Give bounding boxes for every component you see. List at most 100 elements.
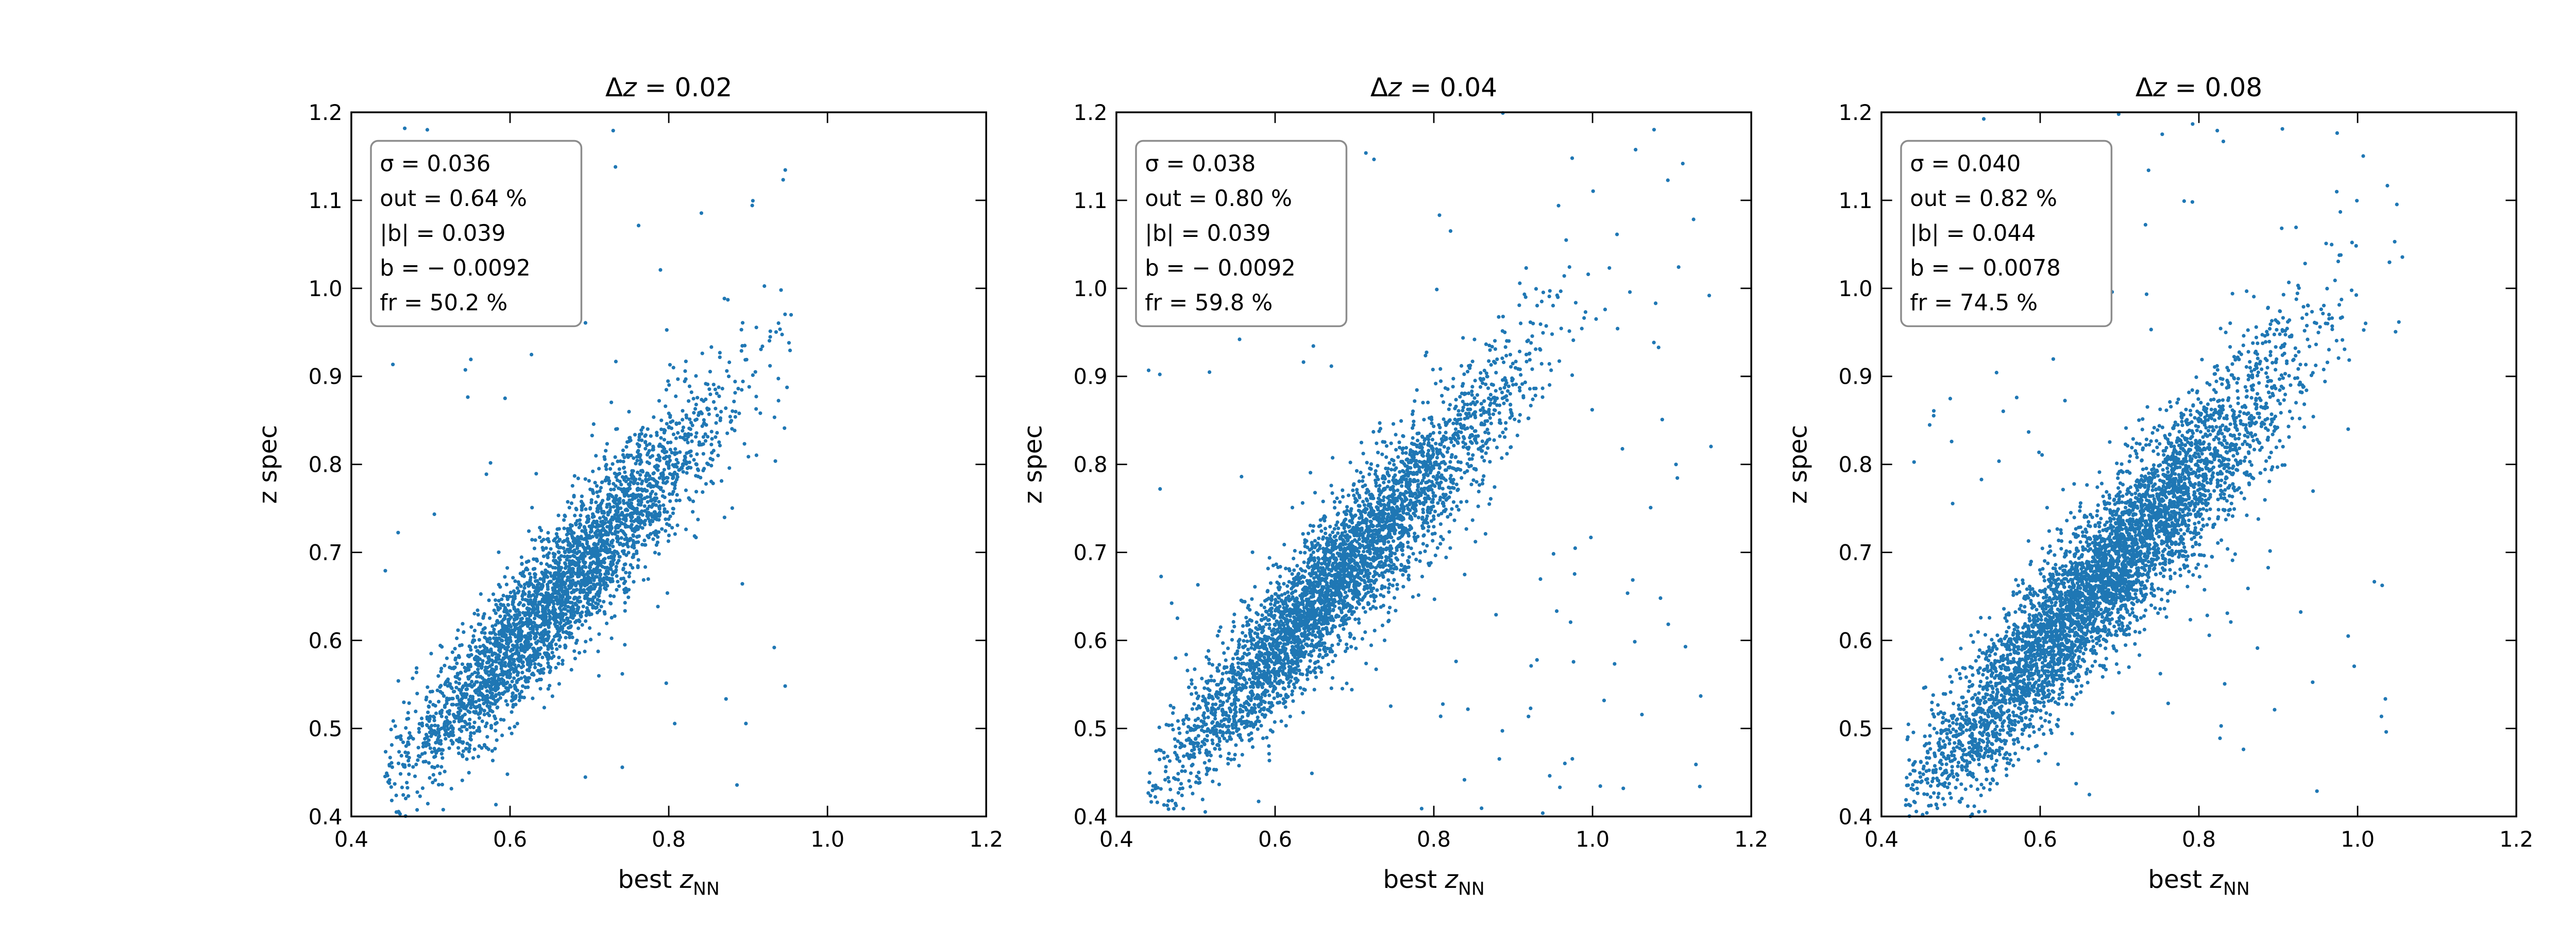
data-point	[407, 763, 411, 767]
data-point	[636, 540, 640, 544]
data-point	[517, 589, 521, 593]
data-point	[432, 718, 436, 723]
data-point	[426, 801, 430, 806]
title-value: = 0.02	[637, 72, 733, 102]
data-point	[453, 647, 457, 651]
data-point	[690, 439, 694, 443]
data-point	[494, 729, 498, 733]
data-point	[416, 746, 420, 750]
data-point	[638, 495, 642, 499]
data-point	[538, 632, 542, 637]
data-point	[557, 638, 561, 642]
data-point	[1180, 793, 1184, 798]
data-point	[677, 499, 682, 503]
data-point	[489, 726, 494, 730]
data-point	[655, 433, 659, 437]
data-point	[597, 582, 601, 586]
data-point	[436, 731, 441, 735]
data-point	[556, 550, 561, 554]
data-point	[1378, 484, 1382, 488]
data-point	[561, 662, 565, 666]
data-point	[701, 452, 705, 456]
data-point	[1267, 744, 1271, 748]
data-point	[453, 675, 457, 679]
data-point	[425, 128, 430, 132]
data-point	[529, 662, 533, 666]
data-point	[455, 738, 459, 742]
data-point	[1195, 775, 1199, 779]
data-point	[735, 783, 739, 787]
data-point	[484, 671, 488, 675]
data-point	[665, 510, 669, 514]
data-point	[548, 617, 552, 622]
data-point	[662, 503, 666, 507]
data-point	[472, 628, 477, 632]
data-point	[707, 412, 711, 416]
data-point	[719, 409, 723, 414]
data-point	[555, 543, 560, 547]
data-point	[436, 674, 440, 678]
data-point	[1282, 581, 1286, 586]
data-point	[460, 753, 464, 757]
data-point	[675, 493, 679, 497]
data-point	[709, 464, 714, 468]
data-point	[648, 520, 652, 524]
data-point	[646, 577, 650, 581]
data-point	[444, 715, 449, 719]
data-point	[532, 653, 536, 657]
data-point	[1359, 470, 1363, 475]
data-point	[1510, 411, 1514, 416]
data-point	[1185, 668, 1190, 673]
data-point	[446, 710, 450, 714]
data-point	[524, 560, 529, 564]
data-point	[461, 685, 465, 690]
data-point	[547, 653, 551, 657]
data-point	[443, 723, 447, 727]
data-point	[648, 455, 652, 459]
data-point	[662, 438, 666, 442]
data-point	[687, 426, 691, 431]
data-point	[662, 431, 666, 435]
data-point	[1401, 451, 1405, 455]
data-point	[715, 391, 719, 396]
data-point	[504, 608, 509, 612]
data-point	[480, 719, 484, 724]
data-point	[483, 683, 487, 688]
data-point	[697, 413, 701, 417]
data-point	[501, 692, 505, 696]
data-point	[540, 656, 545, 660]
data-point	[535, 607, 540, 611]
data-point	[1179, 782, 1183, 786]
data-point	[1634, 148, 1638, 152]
data-point	[383, 750, 388, 754]
data-point	[604, 464, 608, 468]
data-point	[572, 550, 577, 554]
data-point	[623, 643, 627, 647]
data-point	[426, 710, 430, 714]
data-point	[618, 513, 622, 517]
data-point	[591, 469, 595, 473]
data-point	[407, 772, 411, 776]
data-point	[537, 535, 542, 539]
data-point	[1432, 525, 1436, 529]
data-point	[638, 521, 642, 525]
data-point	[578, 589, 583, 593]
data-point	[1311, 550, 1315, 554]
data-point	[595, 484, 599, 488]
data-point	[789, 313, 793, 317]
data-point	[754, 325, 758, 330]
data-point	[1466, 452, 1470, 456]
data-point	[490, 624, 495, 628]
data-point	[1326, 662, 1330, 666]
data-point	[718, 351, 722, 355]
data-point	[632, 456, 636, 460]
data-point	[1157, 725, 1161, 729]
data-point	[1421, 542, 1425, 546]
data-point	[591, 512, 595, 516]
data-point	[626, 477, 631, 482]
data-point	[567, 506, 571, 510]
data-point	[1199, 719, 1204, 723]
data-point	[477, 638, 481, 642]
data-point	[565, 554, 570, 558]
